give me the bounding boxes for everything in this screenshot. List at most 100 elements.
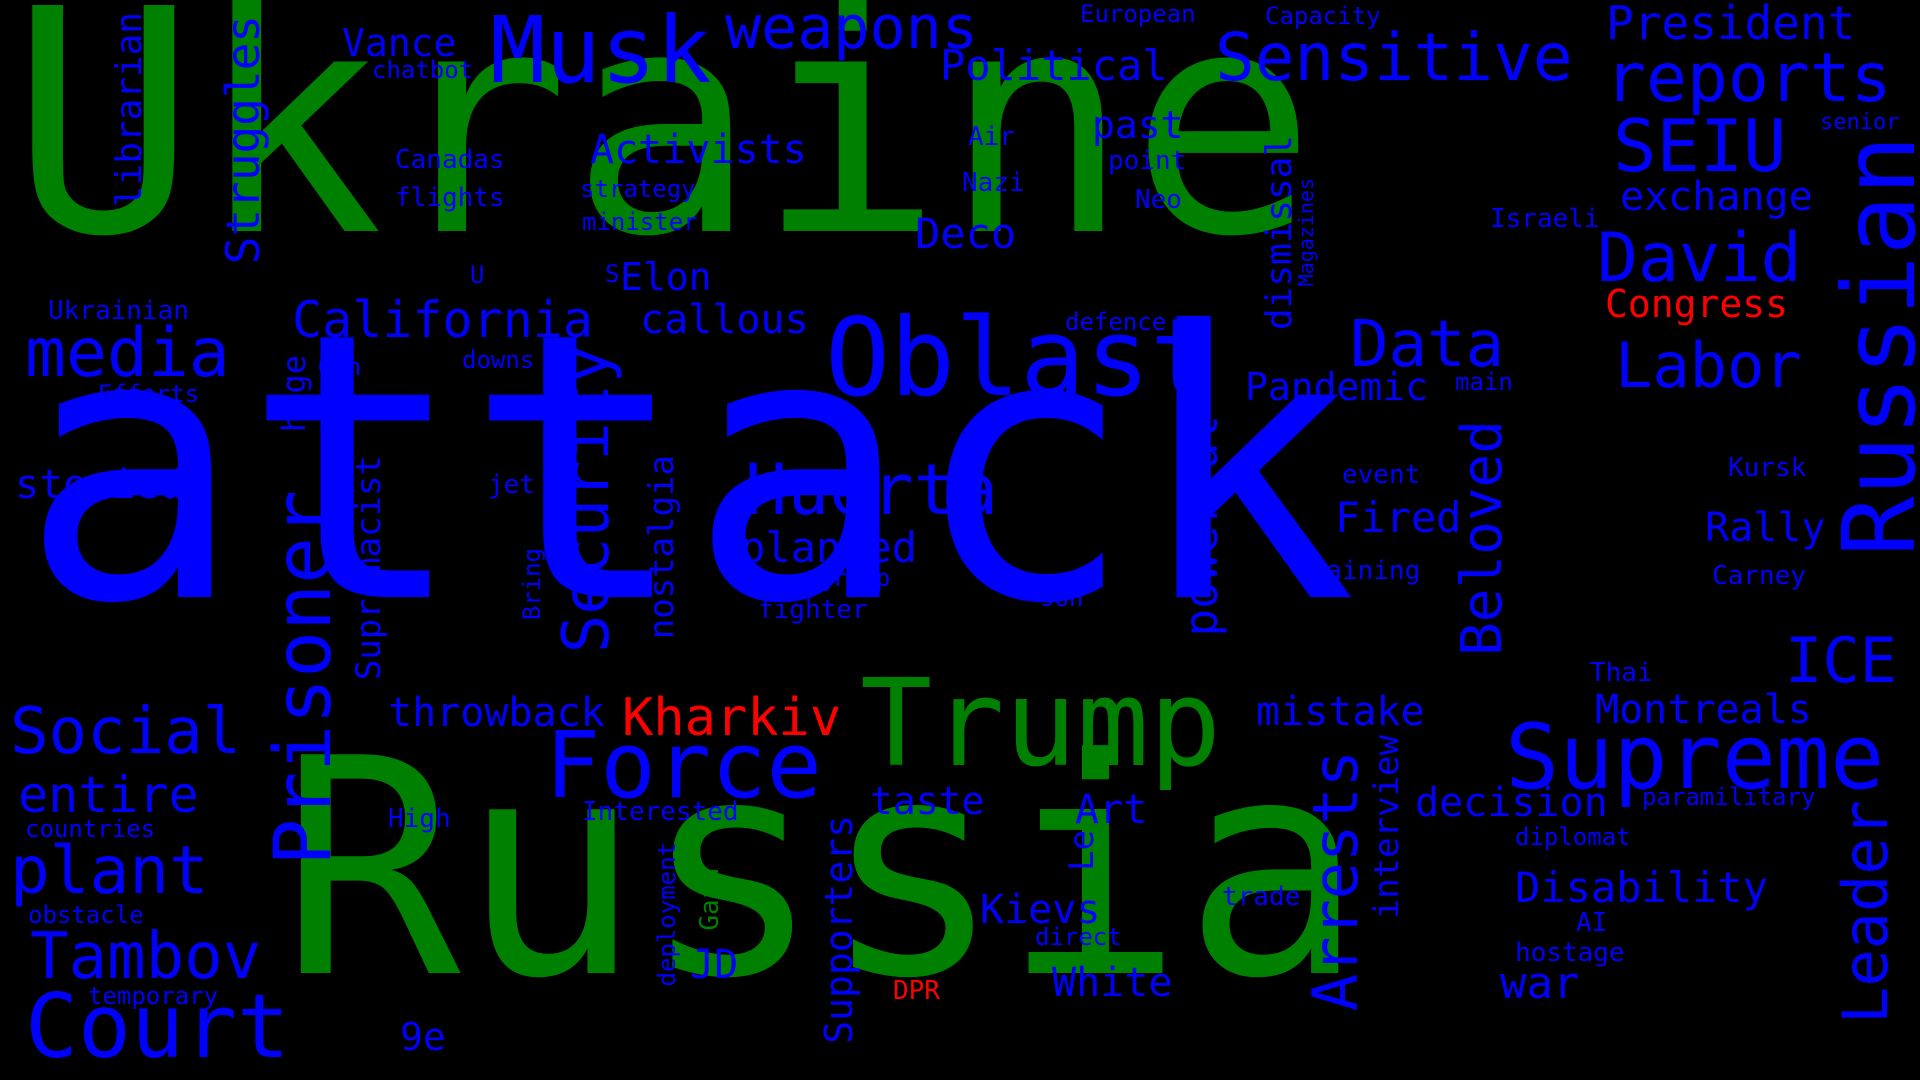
word-thai: Thai — [1590, 658, 1653, 688]
word-senior: senior — [1820, 110, 1900, 135]
word-minister: minister — [582, 208, 698, 236]
word-plant: plant — [10, 832, 209, 909]
word-war: war — [1500, 958, 1580, 1009]
word-temporary: temporary — [88, 982, 219, 1010]
word-flights: flights — [395, 183, 505, 213]
word-oblast: Oblast — [825, 296, 1216, 421]
word-leader: Leader — [1829, 800, 1902, 1024]
word-kharkiv: Kharkiv — [622, 688, 842, 748]
word-president: President — [1606, 0, 1856, 50]
word-supporters: Supporters — [817, 815, 861, 1044]
word-downs: downs — [462, 346, 535, 374]
word-prisoner: Prisoner — [259, 490, 349, 866]
word-storied: storied — [15, 462, 184, 508]
word-entire: entire — [18, 766, 199, 824]
word-throwback: throwback — [388, 690, 605, 736]
word-kievs: Kievs — [980, 887, 1101, 933]
word-trump: Trump — [860, 655, 1222, 794]
word-trade: trade — [1222, 882, 1301, 912]
word-ice: ICE — [1785, 624, 1897, 697]
word-exchange: exchange — [1620, 174, 1813, 220]
word-paramilitary: paramilitary — [1642, 783, 1816, 811]
word-obstacle: obstacle — [28, 901, 144, 929]
word-interested: Interested — [582, 797, 739, 827]
word-neo: Neo — [1135, 185, 1182, 215]
word-gun: Gun — [318, 353, 362, 381]
word-chatbot: chatbot — [372, 56, 474, 84]
word-struggles: Struggles — [216, 15, 270, 265]
word-reports: reports — [1605, 39, 1892, 118]
word-bring: Bring — [518, 548, 546, 621]
word-disability: Disability — [1515, 863, 1768, 912]
word-russia: Russia — [280, 695, 1364, 1044]
word-russian: Russian — [1821, 135, 1920, 557]
word-labor: Labor — [1615, 329, 1802, 402]
word-fired: Fired — [1335, 493, 1462, 542]
word-gaza: Gaza — [695, 868, 725, 931]
word-capacity: Capacity — [1265, 2, 1381, 30]
word-white: White — [1052, 960, 1173, 1006]
word-congress: Congress — [1605, 282, 1789, 326]
word-powerful: powerful — [1174, 415, 1228, 637]
word-callous: callous — [640, 297, 809, 343]
word-past: past — [1092, 103, 1184, 147]
word-supremacist: Supremacist — [349, 455, 389, 681]
word-supreme: Supreme — [1505, 705, 1885, 810]
word-mistake: mistake — [1256, 689, 1425, 735]
word-nostalgia: nostalgia — [642, 455, 682, 640]
word-u: U — [470, 261, 485, 289]
word-vance: Vance — [342, 21, 457, 65]
word-seiu: SEIU — [1613, 104, 1787, 188]
word-taste: taste — [870, 779, 985, 823]
word-ai: AI — [1576, 908, 1608, 938]
word-carney: Carney — [1712, 561, 1806, 591]
word-main: main — [1455, 368, 1513, 396]
word-point: point — [1108, 146, 1187, 176]
word-arrests: Arrests — [1299, 750, 1372, 1012]
word-media: media — [25, 314, 230, 393]
word-musk: Musk — [490, 0, 712, 104]
word-strategy: strategy — [580, 175, 696, 203]
word-canadas: Canadas — [395, 145, 505, 175]
word-kursk: Kursk — [1728, 453, 1807, 483]
word-librarian: librarian — [109, 12, 150, 208]
word-security: Security — [550, 345, 624, 654]
word-elon: Elon — [620, 255, 712, 299]
word-california: California — [292, 291, 594, 349]
word-beloved: Beloved — [1450, 420, 1515, 657]
word-training: training — [1295, 556, 1421, 586]
word-direct: direct — [1035, 923, 1122, 951]
word-countries: countries — [25, 815, 156, 843]
word-social: Social — [10, 695, 242, 769]
word-group: group — [818, 564, 891, 592]
word-planned: planned — [740, 523, 918, 572]
word-defence: defence — [1065, 308, 1167, 336]
word-le: Le — [1062, 830, 1102, 871]
word-hostage: hostage — [1515, 938, 1625, 968]
word-event: event — [1342, 460, 1421, 490]
word-nazi: Nazi — [962, 168, 1025, 198]
word-ukrainian: Ukrainian — [48, 296, 189, 326]
word-deco: Deco — [915, 209, 1017, 258]
word-fighter: fighter — [758, 595, 868, 625]
word-diplomat: diplomat — [1515, 823, 1631, 851]
word-decision: decision — [1415, 780, 1608, 826]
word-political: Political — [940, 41, 1168, 90]
word-rally: Rally — [1705, 505, 1826, 551]
word-tambov: Tambov — [30, 920, 262, 994]
word-deployment: deployment — [653, 842, 681, 987]
word-attack: attack — [20, 255, 1357, 685]
word-magazines: Magazines — [1294, 178, 1318, 287]
word-jet: jet — [488, 470, 535, 500]
word-israeli: Israeli — [1490, 204, 1600, 234]
word-sensitive: Sensitive — [1215, 19, 1573, 96]
word-force: Force — [545, 712, 822, 819]
word-art: Art — [1075, 787, 1148, 833]
word-s: S — [605, 260, 620, 288]
word-son: son — [1040, 584, 1084, 612]
word-court: Court — [25, 975, 290, 1078]
word-david: David — [1597, 219, 1802, 298]
word-data: Data — [1350, 308, 1505, 382]
word-efforts: Efforts — [98, 380, 200, 408]
word-european: European — [1080, 0, 1196, 28]
